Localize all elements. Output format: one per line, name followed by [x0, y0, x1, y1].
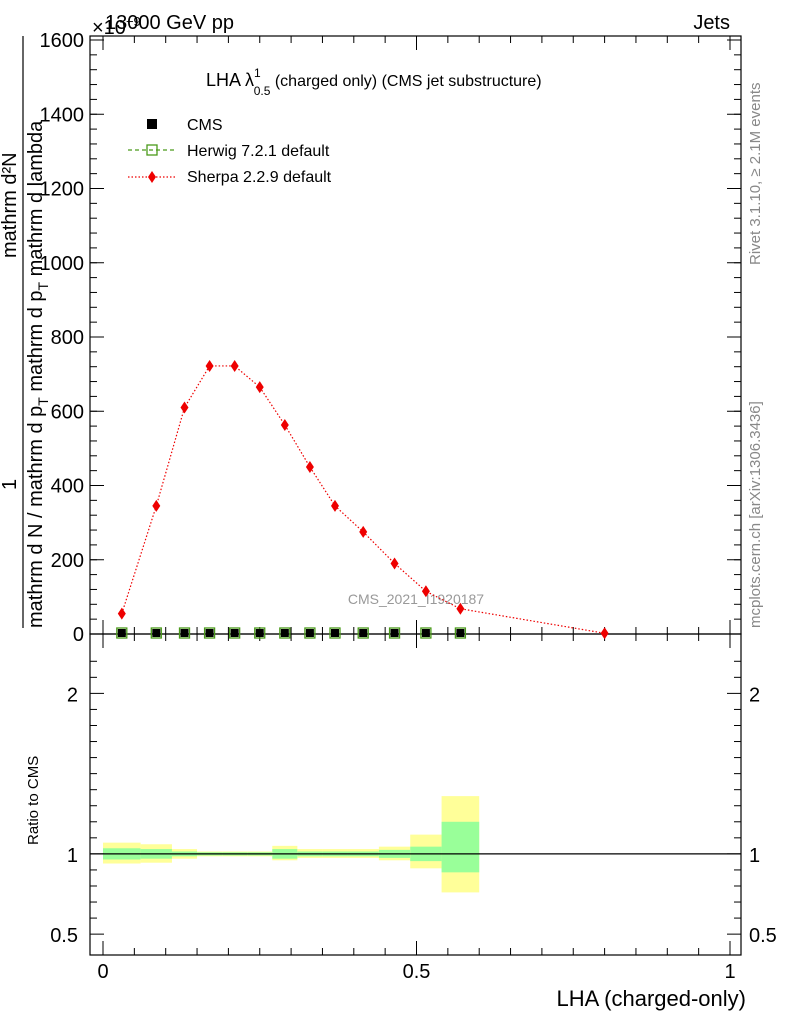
- cms-point: [255, 629, 264, 637]
- ratio-ytick-label-right: 2: [749, 684, 760, 706]
- sherpa-point: [280, 418, 289, 431]
- legend-entry-cms: CMS: [147, 117, 223, 134]
- ratio-ytick-label: 1: [67, 845, 78, 867]
- main-ytick-label: 400: [51, 476, 84, 498]
- main-title: LHA λ1 0.5 (charged only) (CMS jet substr…: [206, 66, 542, 98]
- ratio-ytick-label-right: 0.5: [749, 925, 777, 947]
- cms-point: [330, 629, 339, 637]
- cms-point: [280, 629, 289, 637]
- ratio-ytick-label: 2: [67, 684, 78, 706]
- ylabel-numerator: 1: [0, 479, 21, 490]
- xtick-label: 0: [97, 961, 108, 983]
- main-ylabel: 1 mathrm d N / mathrm d pT mathrm d pT m…: [0, 36, 51, 628]
- herwig-point: [454, 627, 467, 639]
- xtick-label: 0.5: [403, 961, 431, 983]
- ratio-ytick-label-right: 1: [749, 845, 760, 867]
- legend-entry-herwig: Herwig 7.2.1 default: [128, 143, 330, 160]
- herwig-point: [329, 627, 341, 639]
- herwig-point: [178, 627, 191, 639]
- ratio-ytick-label: 0.5: [50, 925, 78, 947]
- herwig-point: [388, 627, 401, 639]
- legend: CMS Herwig 7.2.1 default Sherpa 2.2.9 de…: [128, 117, 332, 186]
- cms-point: [180, 629, 189, 637]
- cms-point: [230, 629, 239, 637]
- cms-point: [152, 629, 161, 637]
- cms-point: [205, 629, 214, 637]
- ratio-axes: 0.5 0.5 1 1 2 2 0 0.5 1: [50, 633, 777, 983]
- sherpa-point: [152, 499, 161, 512]
- main-ytick-label: 1200: [40, 179, 85, 201]
- sherpa-point: [421, 585, 430, 598]
- watermark: CMS_2021_I1920187: [348, 591, 484, 607]
- main-ytick-label: 1400: [40, 104, 85, 126]
- main-ytick-label: 1600: [40, 30, 85, 52]
- main-ytick-label: 200: [51, 550, 84, 572]
- sherpa-point: [456, 602, 465, 615]
- main-ytick-label: 600: [51, 401, 84, 423]
- sherpa-point: [359, 525, 368, 538]
- xtick-label: 1: [724, 961, 735, 983]
- herwig-point: [254, 627, 266, 639]
- main-ytick-label: 0: [73, 624, 84, 646]
- herwig-point: [150, 627, 162, 639]
- main-ytick-label: 1000: [40, 253, 85, 275]
- xlabel: LHA (charged-only): [556, 986, 746, 1011]
- cms-point: [456, 629, 465, 637]
- herwig-point: [229, 627, 241, 639]
- sherpa-point: [390, 557, 399, 570]
- herwig-point: [203, 627, 216, 639]
- sherpa-point: [205, 359, 214, 372]
- sherpa-point: [255, 381, 264, 394]
- svg-text:Sherpa 2.2.9 default: Sherpa 2.2.9 default: [187, 169, 332, 186]
- herwig-point: [357, 627, 369, 639]
- exponent-label: ×10−9: [92, 14, 141, 39]
- svg-text:CMS: CMS: [187, 117, 223, 134]
- ratio-ylabel: Ratio to CMS: [25, 756, 42, 845]
- ratio-band-inner: [441, 821, 480, 873]
- energy-label: 13000 GeV pp: [105, 12, 234, 34]
- herwig-point: [279, 627, 291, 639]
- cms-point: [390, 629, 399, 637]
- herwig-point: [420, 627, 432, 639]
- ylabel-denominator: mathrm d²N: [0, 152, 21, 258]
- sherpa-point: [180, 401, 189, 414]
- rivet-label: Rivet 3.1.10, ≥ 2.1M events: [747, 83, 764, 266]
- main-ytick-label: 800: [51, 327, 84, 349]
- cms-point: [305, 629, 314, 637]
- ylabel-line1: mathrm d N / mathrm d pT mathrm d pT mat…: [25, 120, 51, 628]
- ratio-uncertainty-bands: [90, 796, 741, 893]
- sherpa-point: [117, 607, 126, 620]
- cms-point: [421, 629, 430, 637]
- cms-point: [117, 629, 126, 637]
- series-layer: [116, 359, 609, 640]
- svg-text:Herwig 7.2.1 default: Herwig 7.2.1 default: [187, 143, 330, 160]
- legend-entry-sherpa: Sherpa 2.2.9 default: [128, 169, 332, 186]
- sherpa-point: [230, 359, 239, 372]
- sherpa-point: [330, 499, 339, 512]
- main-axes: 0 200 400 600 800 1000 1200 1400 1600: [40, 30, 742, 646]
- sherpa-point: [600, 627, 609, 640]
- mcplots-label: mcplots.cern.ch [arXiv:1306.3436]: [747, 401, 764, 628]
- sherpa-point: [305, 460, 314, 473]
- herwig-point: [304, 627, 316, 639]
- ratio-frame: [89, 633, 742, 956]
- cms-point: [359, 629, 368, 637]
- process-label: Jets: [693, 12, 730, 34]
- herwig-point: [116, 627, 128, 639]
